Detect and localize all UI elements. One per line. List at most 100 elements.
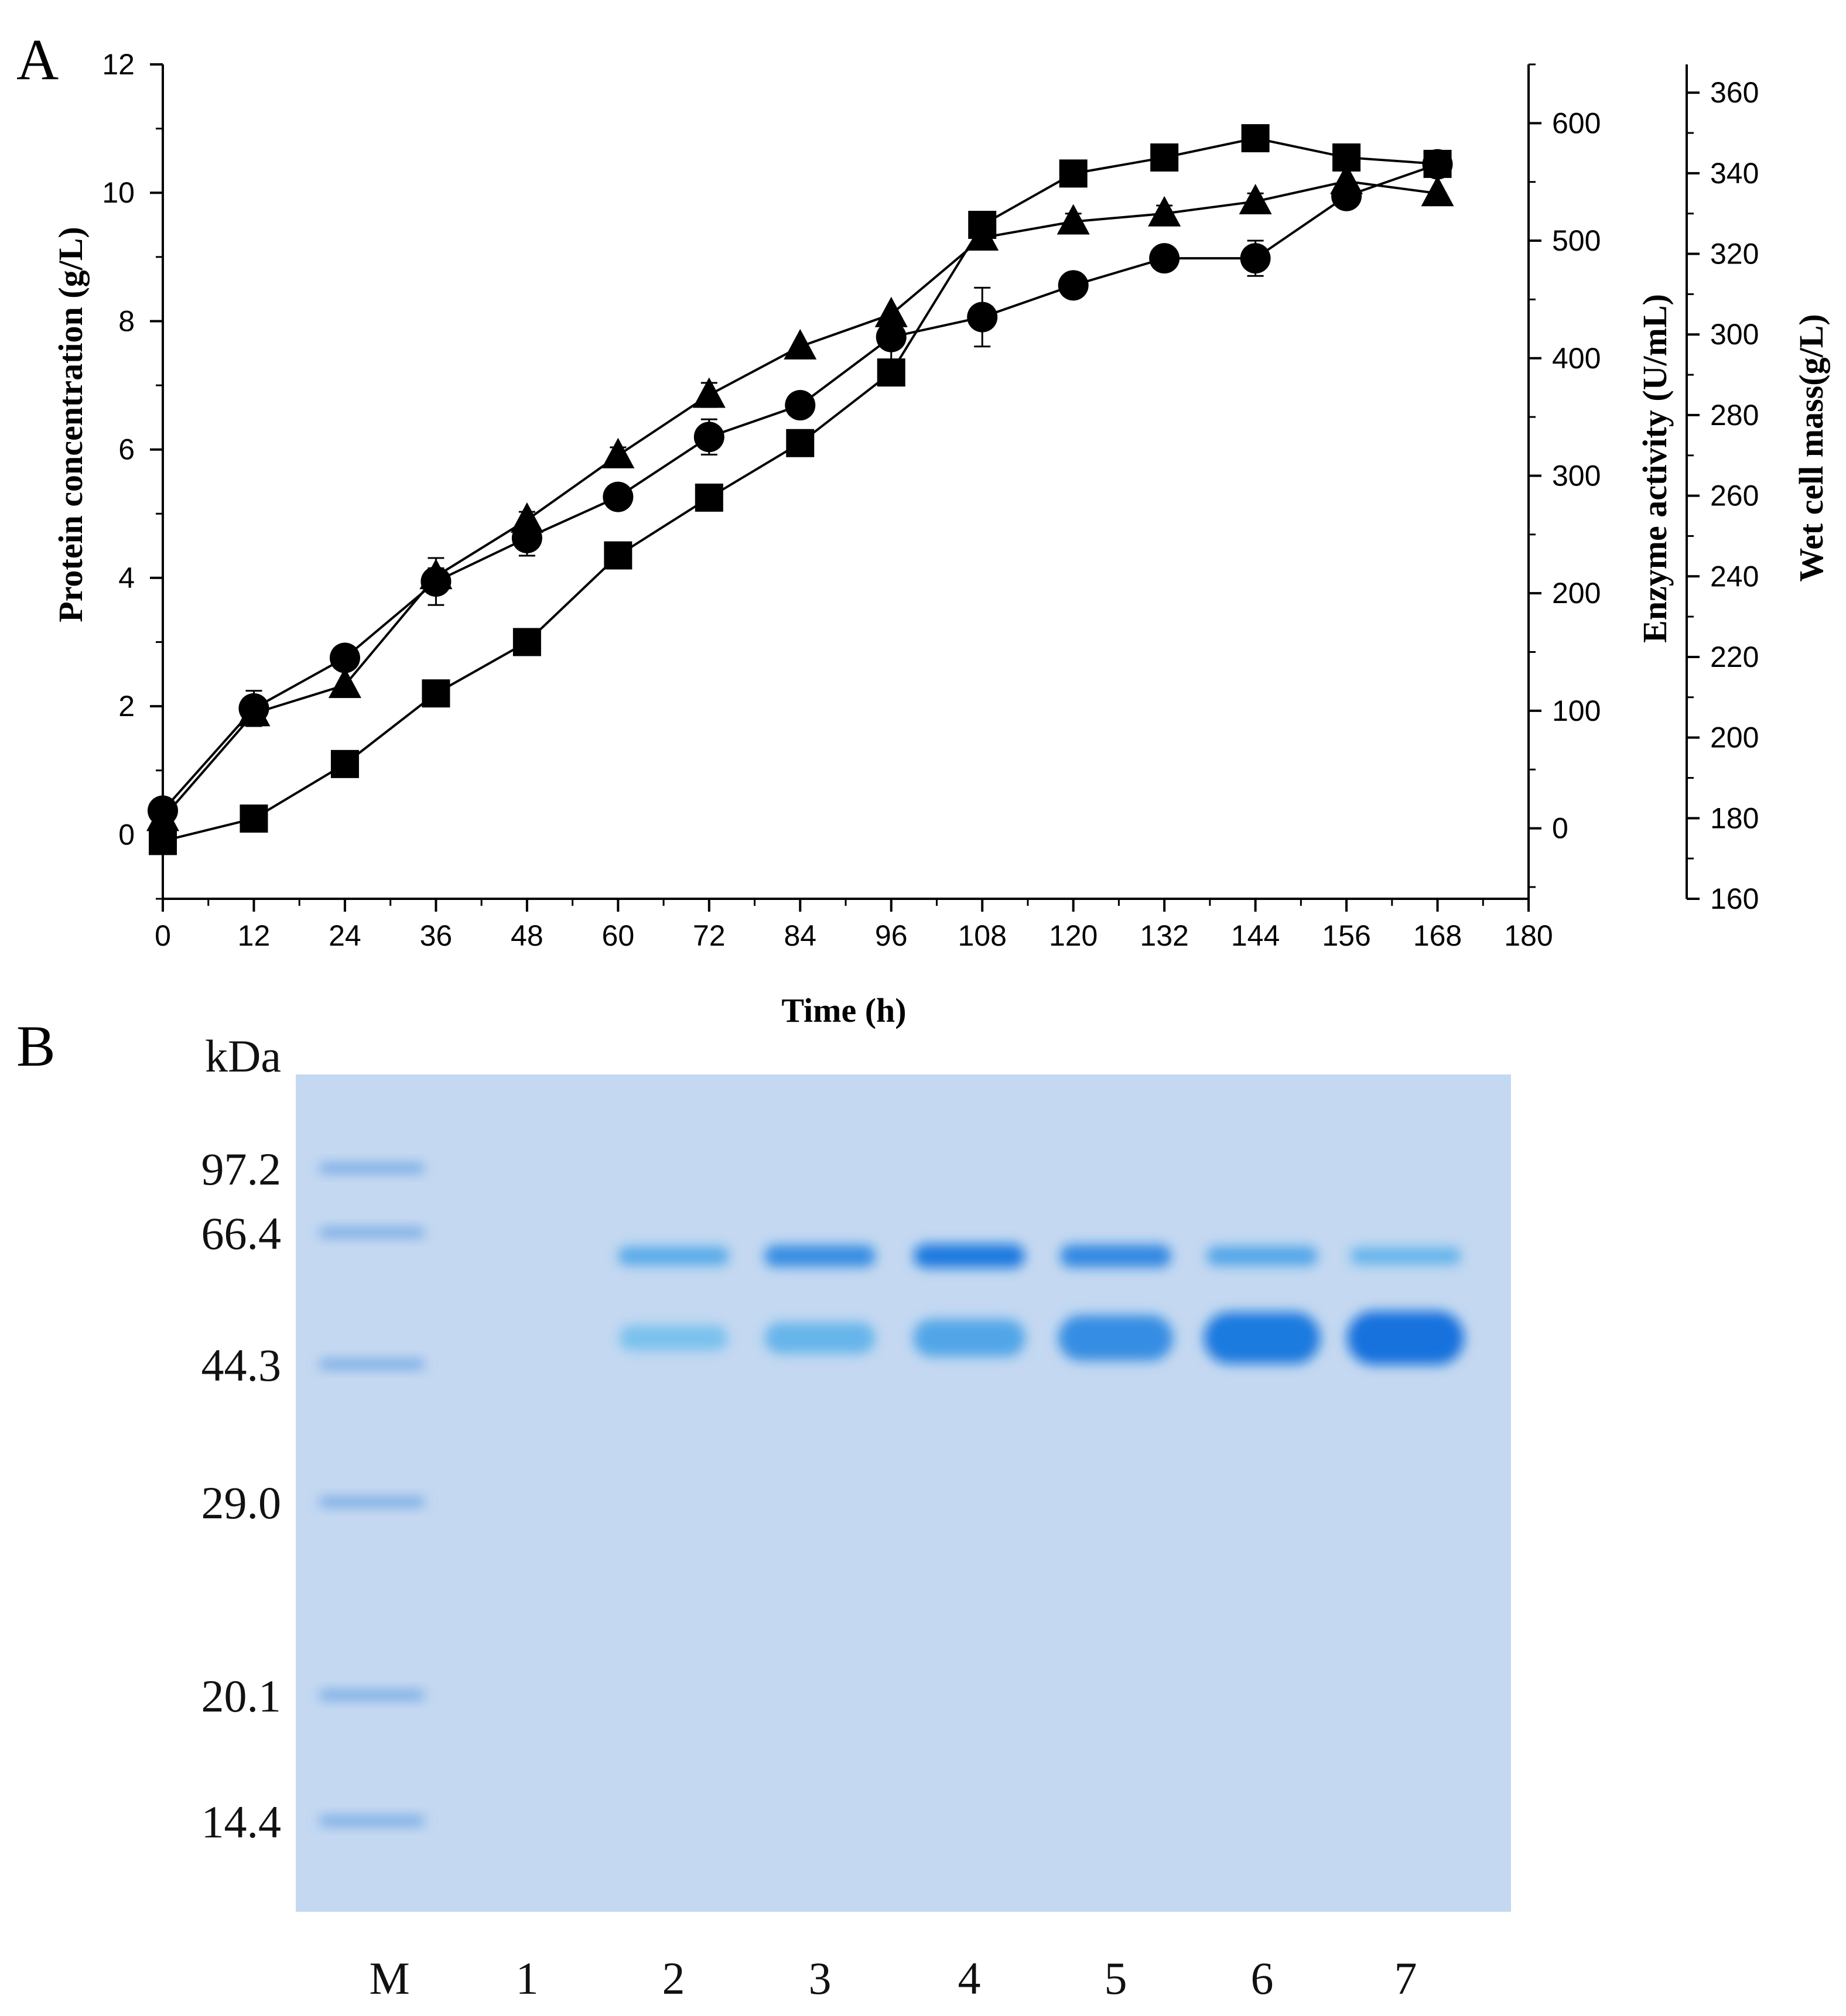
square-marker [1241,124,1270,153]
x-tick-label: 180 [1504,919,1553,952]
right2-tick-label: 320 [1710,238,1759,271]
triangle-marker [1330,163,1363,194]
protein-band [1350,1247,1461,1265]
square-marker [149,827,177,855]
marker-ladder-band [319,1360,425,1369]
left-tick-label: 10 [102,176,135,209]
circle-marker [876,321,907,352]
x-tick-label: 96 [875,919,908,952]
protein-band [1347,1311,1464,1365]
left-tick-label: 12 [102,48,135,81]
triangle-marker [966,220,999,251]
kda-marker-label: 14.4 [201,1796,282,1847]
lane-label: 5 [1105,1953,1127,2004]
protein-band [914,1244,1025,1268]
x-tick-label: 108 [958,919,1006,952]
sds-page-gel: 97.2 66.4 44.3 29.0 20.1 14.4 M 1 2 3 4 5 6 7 [201,1074,1511,2004]
square-marker [1150,143,1179,172]
gel-background [296,1074,1511,1912]
triangle-marker [601,437,635,468]
left-tick-label: 0 [118,818,135,851]
x-tick-label: 84 [784,919,816,952]
x-tick-label: 12 [238,919,271,952]
circle-marker [785,390,816,421]
circle-marker [1149,243,1180,274]
right2-tick-label: 180 [1710,802,1759,834]
kda-marker-label: 29.0 [201,1477,282,1528]
kda-label: kDa [205,1031,281,1081]
x-tick-label: 168 [1413,919,1462,952]
marker-ladder-band [319,1690,425,1700]
left-tick-label: 2 [118,690,135,723]
triangle-marker [1421,176,1454,207]
triangle-marker [510,502,543,533]
lane-label: 1 [516,1953,539,2004]
protein-band [618,1246,729,1266]
triangle-marker [1148,196,1181,227]
protein-band [1058,1315,1173,1361]
wet-cell-axis-title: Wet cell mass(g/L) [1792,314,1830,581]
x-tick-label: 156 [1322,919,1370,952]
left-tick-label: 6 [118,433,135,466]
square-marker [422,679,450,708]
kda-marker-label: 44.3 [201,1340,282,1391]
right2-tick-label: 360 [1710,76,1759,109]
protein-band [764,1322,876,1354]
right2-tick-label: 160 [1710,882,1759,915]
x-tick-label: 72 [693,919,726,952]
growth-chart: 0 12 24 36 48 60 72 84 96 108 120 132 144 156 168 18002… [102,48,1759,952]
kda-marker-label: 20.1 [201,1671,282,1721]
square-marker [877,358,905,387]
x-tick-label: 36 [420,919,453,952]
right1-tick-label: 200 [1552,577,1601,610]
marker-ladder-band [319,1163,425,1173]
x-tick-label: 48 [511,919,543,952]
x-tick-label: 132 [1140,919,1188,952]
triangle-marker [784,328,817,360]
enzyme-axis-title: Enzyme activity (U/mL) [1636,294,1674,643]
protein-band [764,1245,876,1267]
square-marker [695,483,723,512]
circle-marker [693,422,724,453]
right2-tick-label: 280 [1710,399,1759,432]
right1-tick-label: 400 [1552,342,1601,375]
square-series-line [162,137,1438,843]
left-tick-label: 4 [118,562,135,594]
protein-band [913,1319,1025,1357]
triangle-marker [328,668,361,699]
right2-tick-label: 240 [1710,560,1759,593]
lane-label: 7 [1394,1953,1417,2004]
panel-label-b: B [16,1014,56,1079]
lane-label: 4 [958,1953,981,2004]
protein-band [1204,1312,1321,1364]
triangle-marker [419,559,453,590]
lane-label: M [369,1953,409,2004]
circle-marker [329,642,360,673]
lane-label: 2 [662,1953,685,2004]
protein-band [1060,1244,1171,1268]
left-tick-label: 8 [118,304,135,337]
panel-label-a: A [16,27,59,92]
right1-tick-label: 0 [1552,812,1568,845]
square-marker [330,749,359,778]
right1-tick-label: 300 [1552,459,1601,492]
right1-tick-label: 500 [1552,224,1601,257]
right1-tick-label: 600 [1552,107,1601,139]
kda-marker-label: 66.4 [201,1208,282,1259]
left-axis-title: Protein concentration (g/L) [52,227,90,622]
marker-ladder-band [319,1228,425,1237]
marker-ladder-band [319,1497,425,1507]
lane-label: 3 [809,1953,832,2004]
square-marker [512,628,541,656]
triangle-marker [146,800,179,831]
right1-tick-label: 100 [1552,694,1601,727]
triangle-marker [692,377,726,408]
right2-tick-label: 200 [1710,721,1759,754]
circle-marker [1422,149,1453,180]
square-marker [604,541,633,570]
protein-band [619,1325,728,1351]
circle-marker [1240,243,1271,274]
marker-ladder-band [319,1816,425,1826]
kda-marker-label: 97.2 [201,1144,282,1194]
